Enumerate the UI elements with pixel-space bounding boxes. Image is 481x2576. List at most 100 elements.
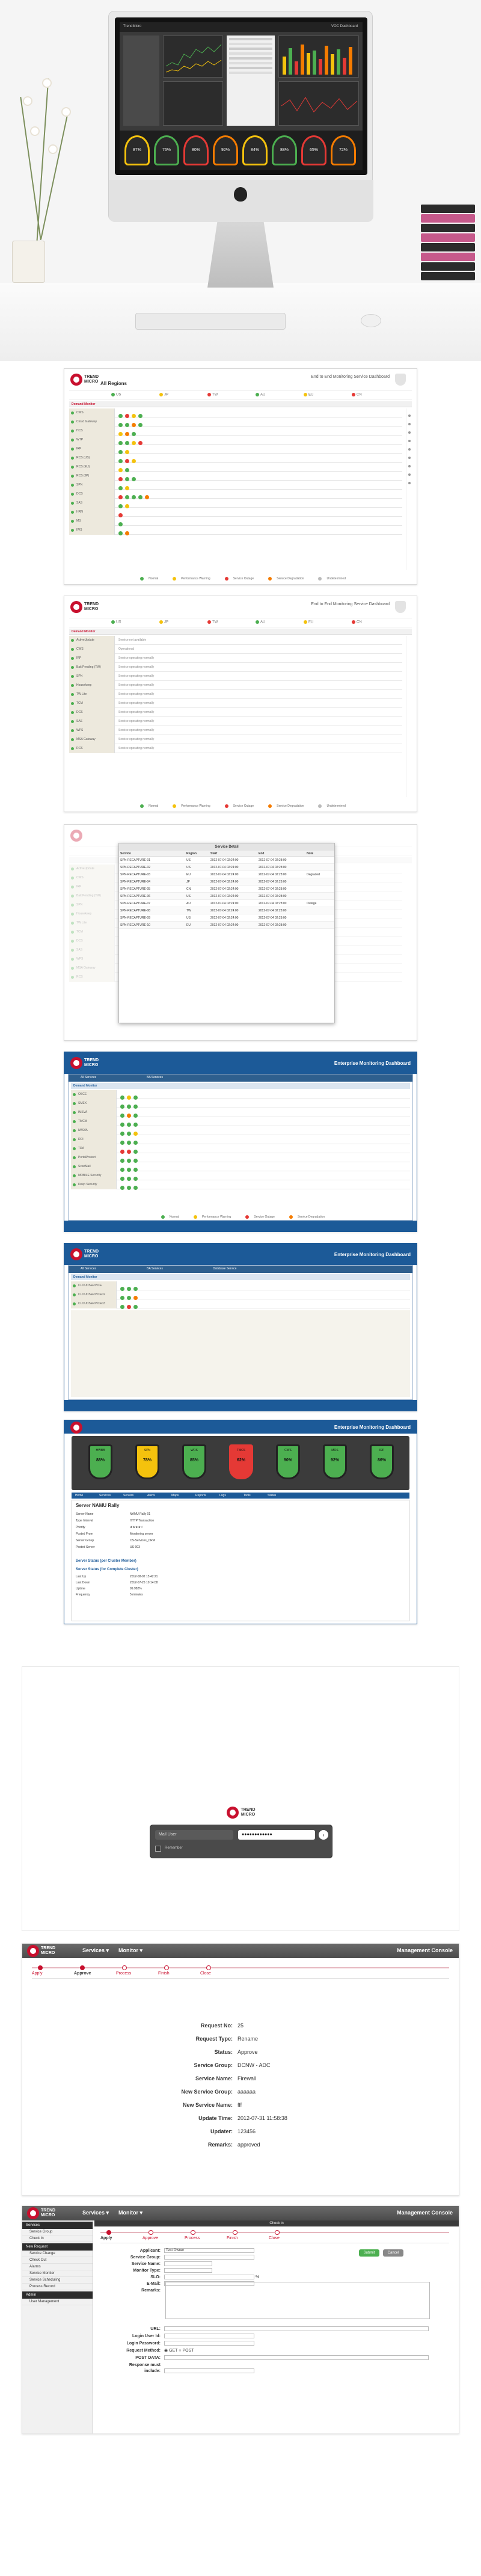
table-row[interactable]: SPN-RECAPTURE-08 TW 2012-07-04 02:24:00 201…: [119, 907, 334, 914]
status-gauge[interactable]: 78% SPN: [135, 1444, 159, 1479]
region-tab-jp[interactable]: JP: [159, 393, 168, 397]
status-dot-icon[interactable]: [125, 477, 129, 482]
table-row[interactable]: SPN-RECAPTURE-06 US 2012-07-04 02:24:00 201…: [119, 893, 334, 900]
login-arrow-icon[interactable]: ›: [319, 1830, 328, 1840]
status-dot-icon[interactable]: [118, 477, 123, 482]
status-dot-icon[interactable]: [133, 1132, 138, 1136]
region-tab-tw[interactable]: TW: [207, 393, 218, 397]
status-dot-icon[interactable]: [125, 495, 129, 500]
status-dot-icon[interactable]: [125, 423, 129, 428]
tab-all-services[interactable]: All Services: [81, 1267, 97, 1271]
status-dot-icon[interactable]: [125, 486, 129, 491]
sidebar-item-user-management[interactable]: User Management: [22, 2299, 93, 2305]
table-row[interactable]: SPN: [69, 481, 402, 491]
region-tab-eu[interactable]: EU: [304, 393, 313, 397]
menu-item-servers[interactable]: Servers: [123, 1494, 134, 1497]
status-dot-icon[interactable]: [127, 1105, 131, 1109]
status-dot-icon[interactable]: [118, 450, 123, 455]
status-dot-icon[interactable]: [127, 1177, 131, 1182]
status-dot-icon[interactable]: [127, 1150, 131, 1154]
status-dot-icon[interactable]: [132, 423, 136, 428]
status-dot-icon[interactable]: [132, 414, 136, 419]
status-dot-icon[interactable]: [127, 1123, 131, 1127]
status-dot-icon[interactable]: [118, 432, 123, 437]
table-row[interactable]: SPN-RECAPTURE-05 CN 2012-07-04 02:24:00 201…: [119, 886, 334, 893]
status-gauge[interactable]: 62% TMCS: [229, 1444, 253, 1479]
remarks-textarea[interactable]: [165, 2282, 430, 2319]
status-dot-icon[interactable]: [127, 1132, 131, 1136]
menu-item-home[interactable]: Home: [75, 1494, 84, 1497]
status-dot-icon[interactable]: [127, 1168, 131, 1172]
status-dot-icon[interactable]: [125, 504, 129, 509]
menu-services[interactable]: Services ▾: [82, 2210, 109, 2216]
table-row[interactable]: PortalProtect: [71, 1153, 410, 1163]
status-dot-icon[interactable]: [120, 1141, 124, 1145]
status-dot-icon[interactable]: [120, 1296, 124, 1301]
status-dot-icon[interactable]: [127, 1159, 131, 1163]
table-row[interactable]: CLOUDSERVICE03: [71, 1299, 410, 1310]
menu-services[interactable]: Services ▾: [82, 1947, 109, 1953]
tab-ba-services[interactable]: BA Services: [147, 1076, 163, 1079]
status-dot-icon[interactable]: [133, 1141, 138, 1145]
remember-checkbox[interactable]: [155, 1846, 161, 1852]
table-row[interactable]: IRP: [69, 445, 402, 455]
menu-monitor[interactable]: Monitor ▾: [118, 2210, 143, 2216]
status-dot-icon[interactable]: [118, 531, 123, 536]
table-row[interactable]: TDA: [71, 1144, 410, 1154]
status-dot-icon[interactable]: [127, 1287, 131, 1292]
status-gauge[interactable]: 85% WRS: [182, 1444, 206, 1479]
region-tab-tw[interactable]: TW: [207, 620, 218, 624]
status-dot-icon[interactable]: [132, 459, 136, 464]
status-dot-icon[interactable]: [125, 432, 129, 437]
table-row[interactable]: MS: [69, 517, 402, 527]
status-dot-icon[interactable]: [133, 1186, 138, 1191]
form-input[interactable]: Test Owner: [164, 2248, 254, 2254]
status-dot-icon[interactable]: [133, 1159, 138, 1163]
status-dot-icon[interactable]: [118, 441, 123, 446]
status-dot-icon[interactable]: [120, 1186, 124, 1191]
table-row[interactable]: RCS (US): [69, 454, 402, 464]
status-dot-icon[interactable]: [118, 486, 123, 491]
region-tab-us[interactable]: US: [111, 620, 121, 624]
table-row[interactable]: DCS: [69, 490, 402, 500]
table-row[interactable]: SMEX: [71, 1099, 410, 1109]
status-dot-icon[interactable]: [125, 459, 129, 464]
status-dot-icon[interactable]: [133, 1168, 138, 1172]
region-tab-au[interactable]: AU: [256, 620, 265, 624]
scrollbar[interactable]: [406, 636, 412, 797]
menu-item-services[interactable]: Services: [99, 1494, 111, 1497]
menu-item-logs[interactable]: Logs: [219, 1494, 226, 1497]
sidebar-item-check-in[interactable]: Check In: [22, 2236, 93, 2242]
status-dot-icon[interactable]: [133, 1095, 138, 1100]
status-dot-icon[interactable]: [118, 459, 123, 464]
status-dot-icon[interactable]: [133, 1296, 138, 1301]
status-dot-icon[interactable]: [127, 1114, 131, 1118]
table-row[interactable]: IWS: [69, 526, 402, 536]
status-dot-icon[interactable]: [133, 1305, 138, 1310]
table-row[interactable]: Deep Security: [71, 1180, 410, 1191]
radio-get-icon[interactable]: ◉: [164, 2349, 170, 2353]
menu-monitor[interactable]: Monitor ▾: [118, 1947, 143, 1953]
table-row[interactable]: Cloud Gateway: [69, 418, 402, 428]
status-dot-icon[interactable]: [133, 1177, 138, 1182]
table-row[interactable]: HRN: [69, 508, 402, 518]
region-tab-cn[interactable]: CN: [352, 393, 362, 397]
status-dot-icon[interactable]: [125, 414, 129, 419]
status-gauge[interactable]: 88% HWBB: [88, 1444, 112, 1479]
submit-button[interactable]: Submit: [359, 2249, 379, 2257]
table-row[interactable]: ScanMail: [71, 1162, 410, 1172]
status-dot-icon[interactable]: [120, 1150, 124, 1154]
table-row[interactable]: CLOUDSERVICE: [71, 1281, 410, 1292]
table-row[interactable]: SAS: [69, 499, 402, 509]
table-row[interactable]: HCS: [69, 427, 402, 437]
status-dot-icon[interactable]: [120, 1105, 124, 1109]
scrollbar[interactable]: [406, 408, 412, 570]
table-row[interactable]: TMCM: [71, 1117, 410, 1127]
status-dot-icon[interactable]: [145, 495, 149, 500]
status-gauge[interactable]: 90% CWS: [276, 1444, 300, 1479]
